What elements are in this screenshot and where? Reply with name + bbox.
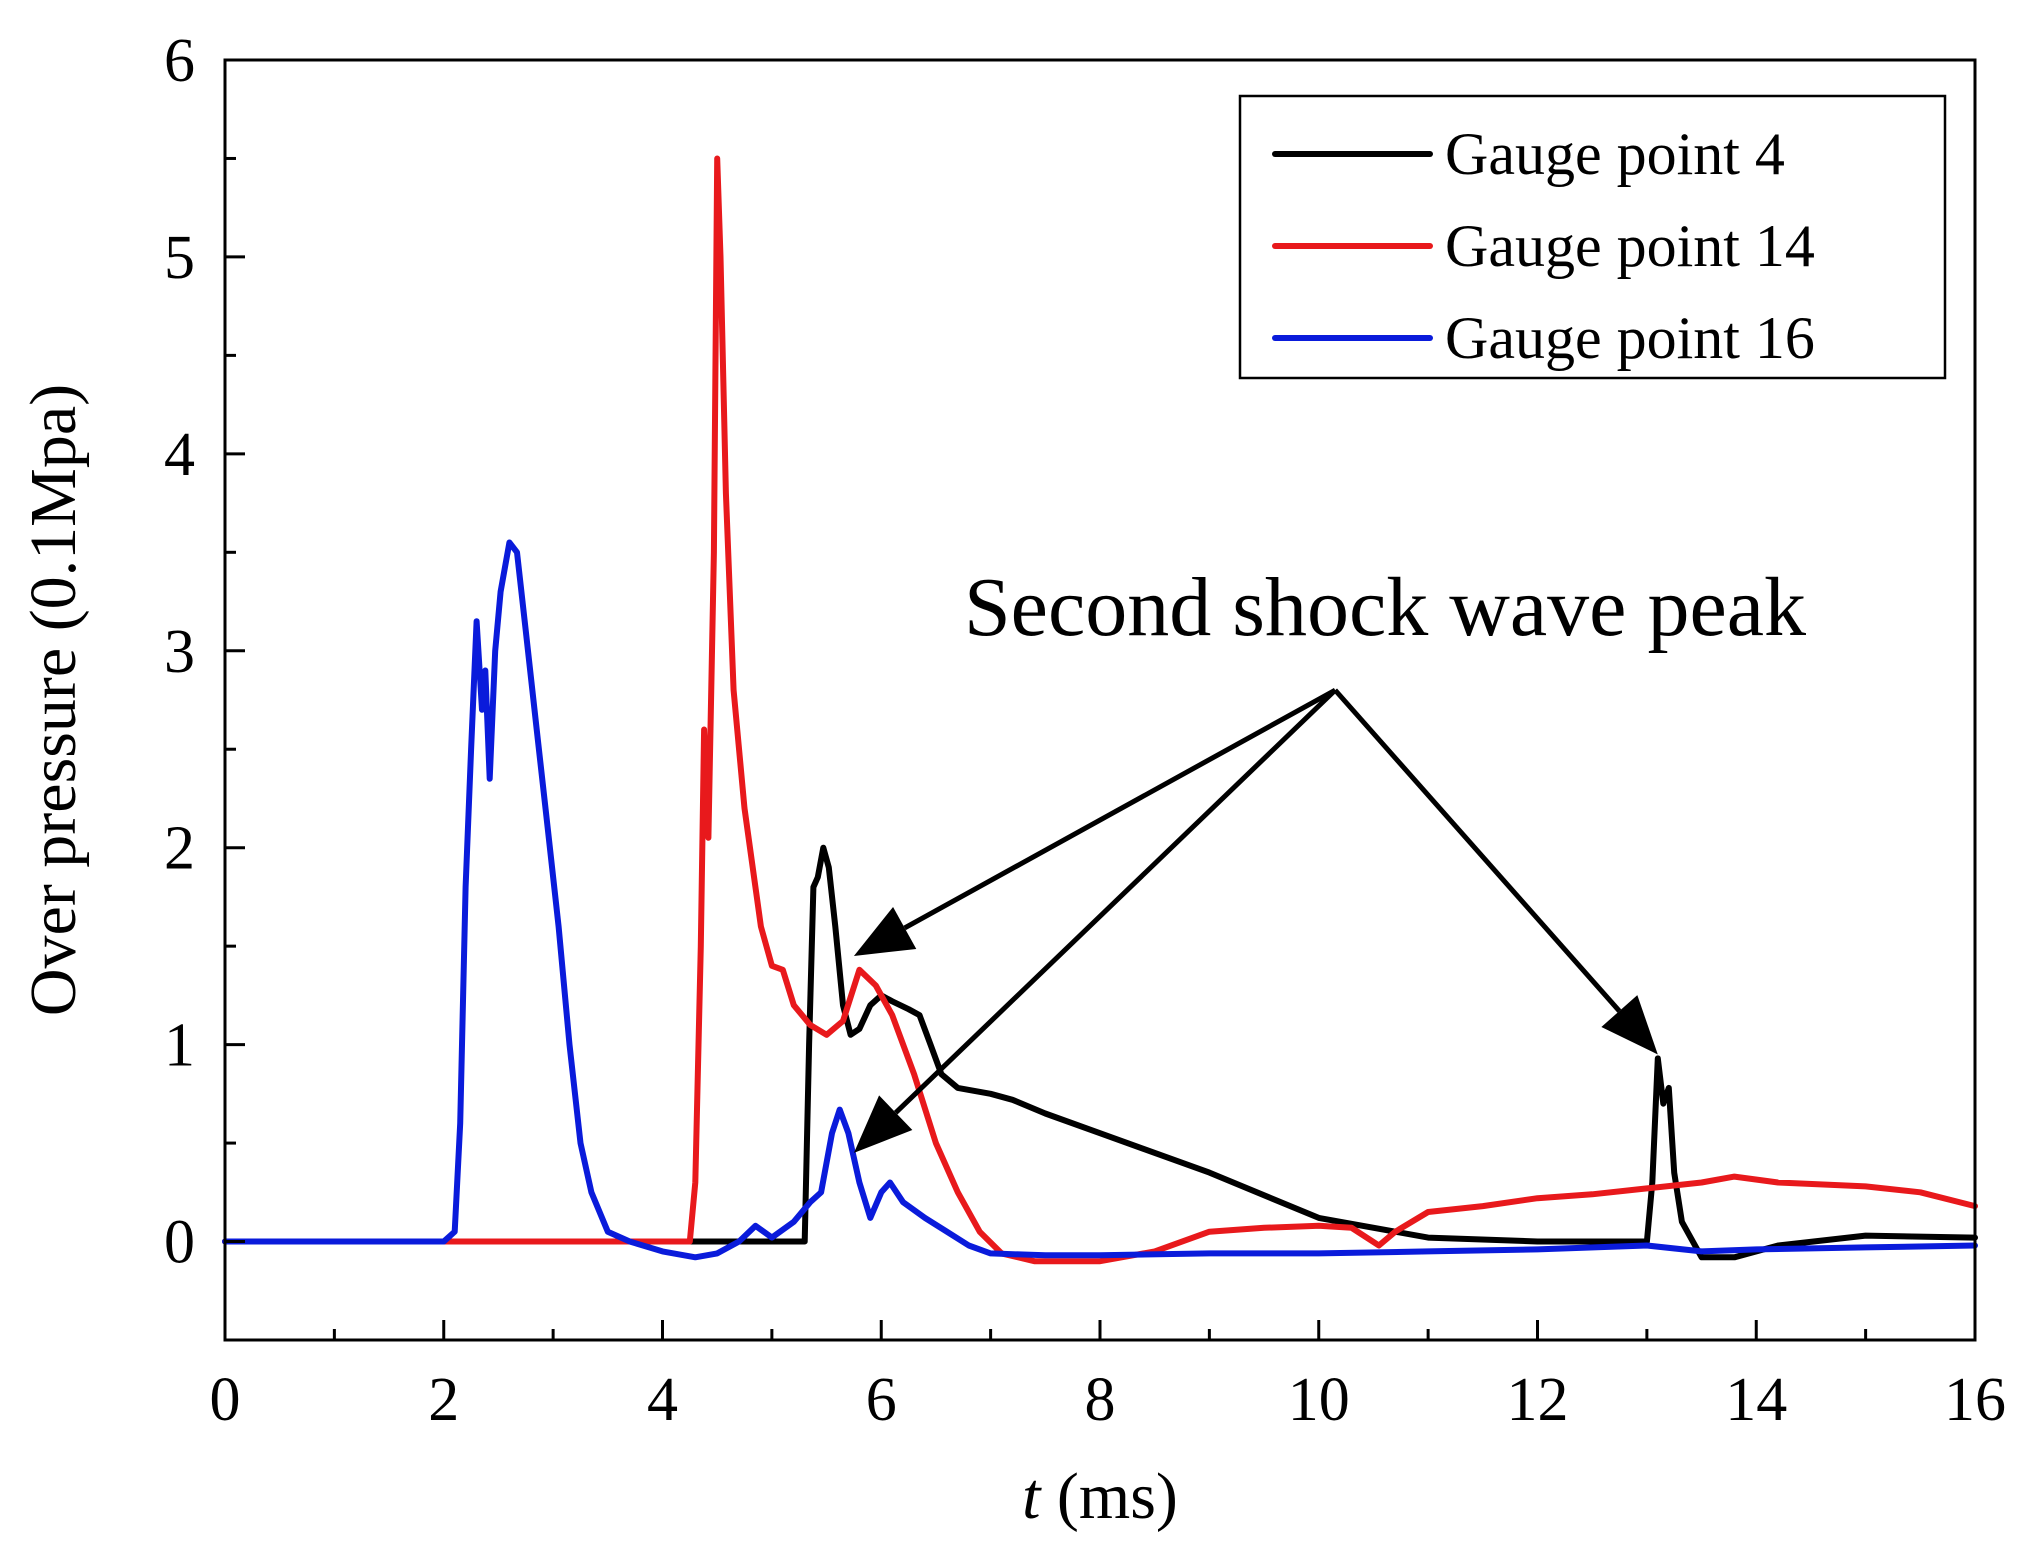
y-tick-label: 4 bbox=[164, 421, 195, 489]
x-tick-label: 2 bbox=[428, 1366, 459, 1434]
annotation-group bbox=[853, 687, 1658, 1153]
annotation-text: Second shock wave peak bbox=[964, 561, 1806, 654]
series-group bbox=[222, 155, 1978, 1265]
annotation-arrow bbox=[903, 687, 1337, 931]
x-axis-title: t (ms) bbox=[1022, 1460, 1178, 1533]
y-tick-label: 3 bbox=[164, 618, 195, 686]
legend-label-gauge-16: Gauge point 16 bbox=[1445, 305, 1815, 371]
x-tick-label: 14 bbox=[1725, 1366, 1787, 1434]
x-tick-label: 16 bbox=[1944, 1366, 2006, 1434]
x-tick-label: 8 bbox=[1085, 1366, 1116, 1434]
y-tick-label: 1 bbox=[164, 1012, 195, 1080]
series-gauge-point-16 bbox=[222, 539, 1978, 1261]
annotation-arrowhead bbox=[853, 906, 917, 956]
series-gauge-point-14 bbox=[222, 155, 1978, 1265]
annotation-arrowhead bbox=[853, 1095, 913, 1153]
y-tick-label: 2 bbox=[164, 815, 195, 883]
x-axis-variable: t bbox=[1022, 1460, 1042, 1533]
legend-label-gauge-4: Gauge point 4 bbox=[1445, 121, 1785, 187]
x-tick-label: 12 bbox=[1507, 1366, 1569, 1434]
y-tick-label: 0 bbox=[164, 1209, 195, 1277]
legend-label-gauge-14: Gauge point 14 bbox=[1445, 213, 1815, 279]
x-axis-unit: (ms) bbox=[1040, 1460, 1177, 1533]
y-tick-label: 5 bbox=[164, 224, 195, 292]
y-tick-label: 6 bbox=[164, 27, 195, 95]
annotation-arrow bbox=[1333, 688, 1622, 1013]
y-axis-title: Over pressure (0.1Mpa) bbox=[17, 384, 90, 1016]
x-tick-label: 0 bbox=[210, 1366, 241, 1434]
annotation-arrow bbox=[893, 688, 1337, 1115]
legend: Gauge point 4 Gauge point 14 Gauge point… bbox=[1238, 94, 1947, 380]
legend-box bbox=[1238, 94, 1947, 380]
series-gauge-point-4 bbox=[222, 844, 1978, 1261]
x-tick-label: 10 bbox=[1288, 1366, 1350, 1434]
annotation-arrowhead bbox=[1601, 995, 1658, 1055]
x-tick-label: 4 bbox=[647, 1366, 678, 1434]
x-tick-label: 6 bbox=[866, 1366, 897, 1434]
